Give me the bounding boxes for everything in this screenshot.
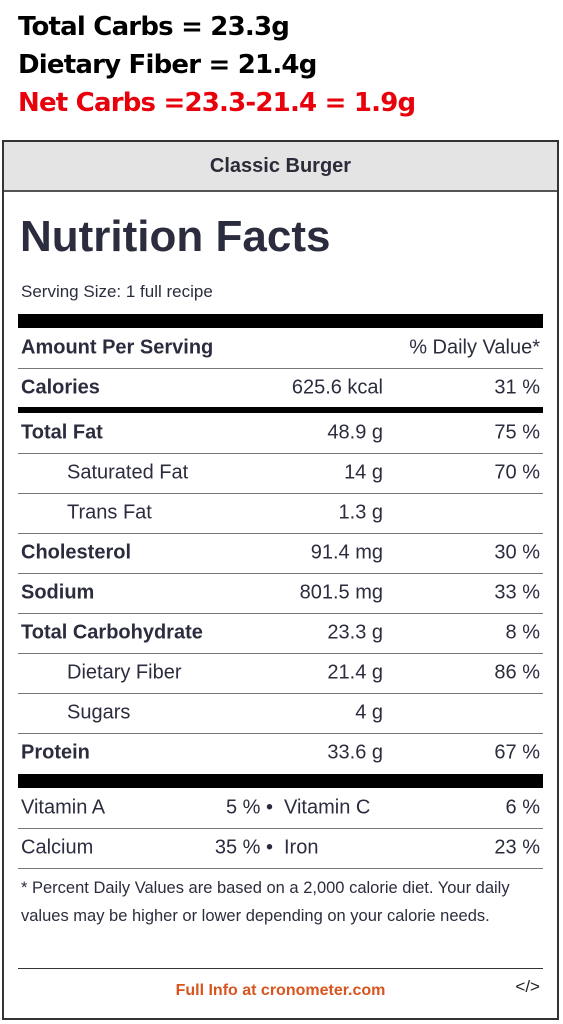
nutrient-row-total-carbohydrate: Total Carbohydrate 23.3 g 8 % <box>18 613 543 654</box>
mineral-label: Calcium <box>21 836 94 859</box>
nutrient-amount: 1.3 g <box>338 501 383 524</box>
nutrient-label: Protein <box>21 741 90 764</box>
nutrient-amount: 23.3 g <box>327 621 383 644</box>
footer-divider <box>18 968 543 969</box>
cronometer-link[interactable]: Full Info at cronometer.com <box>175 982 386 999</box>
dietary-fiber-annotation: Dietary Fiber = 21.4g <box>18 50 317 80</box>
nutrient-dv: 8 % <box>505 621 540 644</box>
vitamin-value: 5 % • <box>225 796 273 819</box>
vitamin-value: 6 % <box>505 796 540 819</box>
nutrient-row-cholesterol: Cholesterol 91.4 mg 30 % <box>18 533 543 574</box>
nutrient-label: Saturated Fat <box>67 461 189 484</box>
nutrient-amount: 21.4 g <box>327 661 383 684</box>
embed-code-button[interactable]: </> <box>515 977 540 996</box>
calories-label: Calories <box>21 376 100 399</box>
nutrient-dv: 33 % <box>494 581 540 604</box>
thick-divider <box>18 774 543 788</box>
nutrient-row-trans-fat: Trans Fat 1.3 g <box>18 493 543 534</box>
nutrient-dv: 67 % <box>494 741 540 764</box>
nutrient-row-total-fat: Total Fat 48.9 g 75 % <box>18 413 543 454</box>
nutrient-label: Total Carbohydrate <box>21 621 203 644</box>
mineral-value: 23 % <box>494 836 540 859</box>
vitamin-label: Vitamin C <box>284 796 371 819</box>
nutrient-row-protein: Protein 33.6 g 67 % <box>18 733 543 773</box>
nutrient-amount: 801.5 mg <box>299 581 383 604</box>
net-carbs-annotation: Net Carbs =23.3-21.4 = 1.9g <box>18 88 416 118</box>
nutrient-amount: 14 g <box>344 461 383 484</box>
nutrient-amount: 33.6 g <box>327 741 383 764</box>
mineral-value: 35 % • <box>214 836 273 859</box>
daily-value-header: % Daily Value* <box>409 336 540 359</box>
nutrient-row-saturated-fat: Saturated Fat 14 g 70 % <box>18 453 543 494</box>
medium-divider <box>18 407 543 413</box>
nutrient-label: Cholesterol <box>21 541 132 564</box>
nutrition-facts-title: Nutrition Facts <box>20 212 331 261</box>
calories-amount: 625.6 kcal <box>291 376 383 399</box>
nutrient-dv: 30 % <box>494 541 540 564</box>
mineral-row: Calcium 35 % • Iron 23 % <box>18 828 543 869</box>
calories-row: Calories 625.6 kcal 31 % <box>18 368 543 408</box>
nutrient-row-sugars: Sugars 4 g <box>18 693 543 734</box>
nutrient-amount: 91.4 mg <box>310 541 383 564</box>
nutrient-dv: 70 % <box>494 461 540 484</box>
daily-value-footnote: * Percent Daily Values are based on a 2,… <box>21 879 510 925</box>
thick-divider <box>18 314 543 328</box>
amount-per-serving-label: Amount Per Serving <box>21 336 214 359</box>
header-row: Amount Per Serving % Daily Value* <box>18 328 543 369</box>
vitamin-row: Vitamin A 5 % • Vitamin C 6 % <box>18 788 543 829</box>
serving-size: Serving Size: 1 full recipe <box>21 282 213 301</box>
nutrient-row-dietary-fiber: Dietary Fiber 21.4 g 86 % <box>18 653 543 694</box>
nutrient-dv: 75 % <box>494 421 540 444</box>
nutrient-row-sodium: Sodium 801.5 mg 33 % <box>18 573 543 614</box>
nutrition-label: Classic Burger Nutrition Facts Serving S… <box>2 140 559 1020</box>
nutrient-dv: 86 % <box>494 661 540 684</box>
nutrient-label: Dietary Fiber <box>67 661 182 684</box>
nutrient-label: Sugars <box>67 701 131 724</box>
nutrient-label: Total Fat <box>21 421 103 444</box>
nutrient-label: Trans Fat <box>67 501 152 524</box>
vitamin-label: Vitamin A <box>21 796 106 819</box>
calories-dv: 31 % <box>494 376 540 399</box>
nutrient-amount: 4 g <box>355 701 383 724</box>
recipe-name: Classic Burger <box>4 142 557 192</box>
mineral-label: Iron <box>284 836 319 859</box>
total-carbs-annotation: Total Carbs = 23.3g <box>18 12 290 42</box>
nutrient-label: Sodium <box>21 581 95 604</box>
nutrient-amount: 48.9 g <box>327 421 383 444</box>
